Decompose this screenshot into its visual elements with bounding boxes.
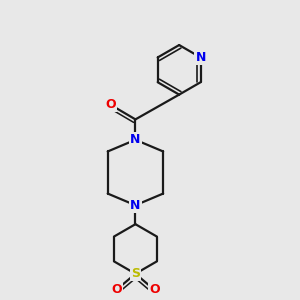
Text: O: O (149, 283, 160, 296)
Text: N: N (195, 51, 206, 64)
Text: O: O (111, 283, 122, 296)
Text: N: N (130, 133, 141, 146)
Text: N: N (130, 199, 141, 212)
Text: O: O (105, 98, 116, 111)
Text: S: S (131, 267, 140, 280)
